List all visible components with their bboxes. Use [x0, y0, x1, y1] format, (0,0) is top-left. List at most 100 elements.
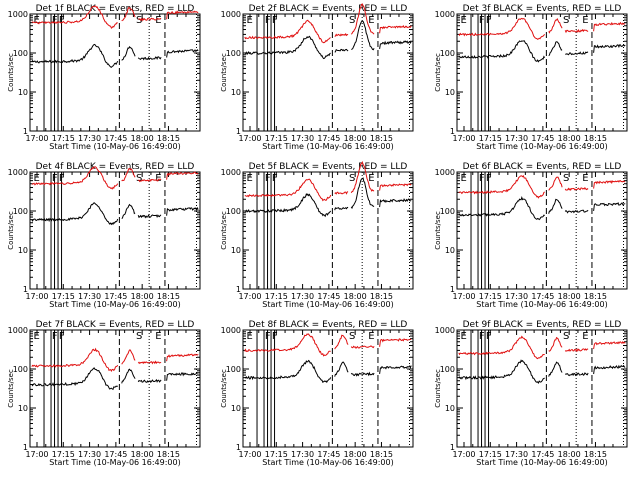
x-axis-label: Start Time (10-May-06 16:49:00): [262, 458, 393, 467]
detector-panel: Det 3f BLACK = Events, RED = LLD 1 10 100 10…: [434, 4, 628, 151]
plot-frame: [456, 329, 628, 448]
events-series-line: [244, 359, 412, 384]
x-tick-label: 17:00: [452, 134, 475, 143]
marker-label: E: [461, 15, 467, 26]
x-tick-label: 17:30: [291, 134, 314, 143]
marker-label: F: [479, 15, 485, 26]
x-axis-label: Start Time (10-May-06 16:49:00): [476, 142, 607, 151]
marker-label: E: [247, 15, 253, 26]
y-tick-label: 1000: [435, 10, 455, 19]
events-series-line: [244, 20, 412, 60]
marker-label: F: [52, 173, 58, 184]
y-tick-label: 100: [226, 207, 241, 216]
x-tick-label: 17:15: [479, 292, 502, 301]
y-tick-label: 1: [450, 443, 455, 452]
detector-panel: Det 8f BLACK = Events, RED = LLD 1 10 100 10…: [220, 320, 414, 467]
marker-label: E: [155, 15, 161, 26]
y-axis: 1 10 100 1000: [221, 168, 413, 294]
panel-title: Det 1f BLACK = Events, RED = LLD: [36, 4, 195, 14]
events-series-line: [244, 177, 412, 218]
marker-label: F: [265, 173, 271, 184]
plot-frame: [242, 13, 414, 132]
marker-label: E: [582, 331, 588, 342]
marker-label: E: [368, 173, 374, 184]
lld-series-line: [244, 160, 412, 202]
x-axis: 17:00 17:15 17:30 17:45 18:00 18:15: [25, 172, 187, 301]
y-tick-label: 1: [23, 285, 28, 294]
y-tick-label: 1000: [221, 10, 241, 19]
x-tick-label: 17:00: [25, 134, 48, 143]
x-tick-label: 18:15: [157, 450, 180, 459]
y-axis: 1 10 100 1000: [8, 10, 200, 136]
y-tick-label: 100: [226, 49, 241, 58]
y-tick-label: 1000: [8, 326, 28, 335]
marker-label: E: [155, 173, 161, 184]
y-tick-label: 1: [236, 127, 241, 136]
panel-title: Det 4f BLACK = Events, RED = LLD: [36, 162, 195, 172]
marker-label: F: [59, 331, 65, 342]
y-tick-label: 1000: [435, 326, 455, 335]
marker-label: E: [461, 173, 467, 184]
x-axis: 17:00 17:15 17:30 17:45 18:00 18:15: [238, 330, 400, 459]
x-axis-label: Start Time (10-May-06 16:49:00): [49, 458, 180, 467]
x-axis: 17:00 17:15 17:30 17:45 18:00 18:15: [238, 14, 400, 143]
panel-title: Det 2f BLACK = Events, RED = LLD: [249, 4, 408, 14]
y-tick-label: 100: [13, 365, 28, 374]
x-tick-label: 17:00: [238, 292, 261, 301]
y-tick-label: 1000: [221, 168, 241, 177]
marker-label: F: [486, 173, 492, 184]
y-tick-label: 1: [236, 443, 241, 452]
y-tick-label: 10: [18, 246, 28, 255]
x-tick-label: 17:00: [452, 292, 475, 301]
marker-label: F: [479, 173, 485, 184]
x-tick-label: 17:30: [291, 450, 314, 459]
y-tick-label: 100: [440, 49, 455, 58]
y-tick-label: 1: [236, 285, 241, 294]
x-tick-label: 18:00: [344, 134, 367, 143]
x-tick-label: 18:15: [370, 134, 393, 143]
plot-frame: [29, 13, 201, 132]
y-tick-label: 100: [13, 207, 28, 216]
y-axis: 1 10 100 1000: [8, 168, 200, 294]
detector-panel: Det 7f BLACK = Events, RED = LLD 1 10 100 10…: [7, 320, 201, 467]
marker-label: E: [34, 15, 40, 26]
detector-panel: Det 1f BLACK = Events, RED = LLD 1 10 100 10…: [7, 4, 201, 151]
y-axis-label: Counts/sec: [434, 53, 442, 92]
y-axis-label: Counts/sec: [220, 369, 228, 408]
marker-label: F: [486, 331, 492, 342]
x-tick-label: 17:30: [78, 450, 101, 459]
x-tick-label: 18:15: [370, 450, 393, 459]
x-tick-label: 18:00: [558, 134, 581, 143]
marker-label: E: [368, 15, 374, 26]
detector-panel: Det 5f BLACK = Events, RED = LLD 1 10 100 10…: [220, 160, 414, 309]
x-tick-label: 18:00: [131, 292, 154, 301]
x-tick-label: 17:00: [238, 134, 261, 143]
x-tick-label: 17:00: [238, 450, 261, 459]
x-axis: 17:00 17:15 17:30 17:45 18:00 18:15: [452, 14, 614, 143]
marker-label: S: [136, 15, 142, 26]
x-tick-label: 17:30: [291, 292, 314, 301]
x-tick-label: 17:30: [505, 450, 528, 459]
y-axis: 1 10 100 1000: [221, 10, 413, 136]
lld-series-line: [31, 166, 199, 190]
x-tick-label: 17:30: [505, 134, 528, 143]
marker-label: F: [265, 15, 271, 26]
panel-title: Det 6f BLACK = Events, RED = LLD: [463, 162, 622, 172]
x-tick-label: 17:15: [479, 450, 502, 459]
y-axis-label: Counts/sec: [7, 211, 15, 250]
y-tick-label: 10: [445, 246, 455, 255]
x-tick-label: 18:00: [131, 134, 154, 143]
lld-series-line: [458, 335, 626, 360]
events-series-line: [458, 40, 626, 63]
x-tick-label: 18:00: [558, 292, 581, 301]
marker-label: F: [59, 173, 65, 184]
x-tick-label: 17:00: [25, 292, 48, 301]
detector-panel: Det 6f BLACK = Events, RED = LLD 1 10 100 10…: [434, 162, 628, 309]
